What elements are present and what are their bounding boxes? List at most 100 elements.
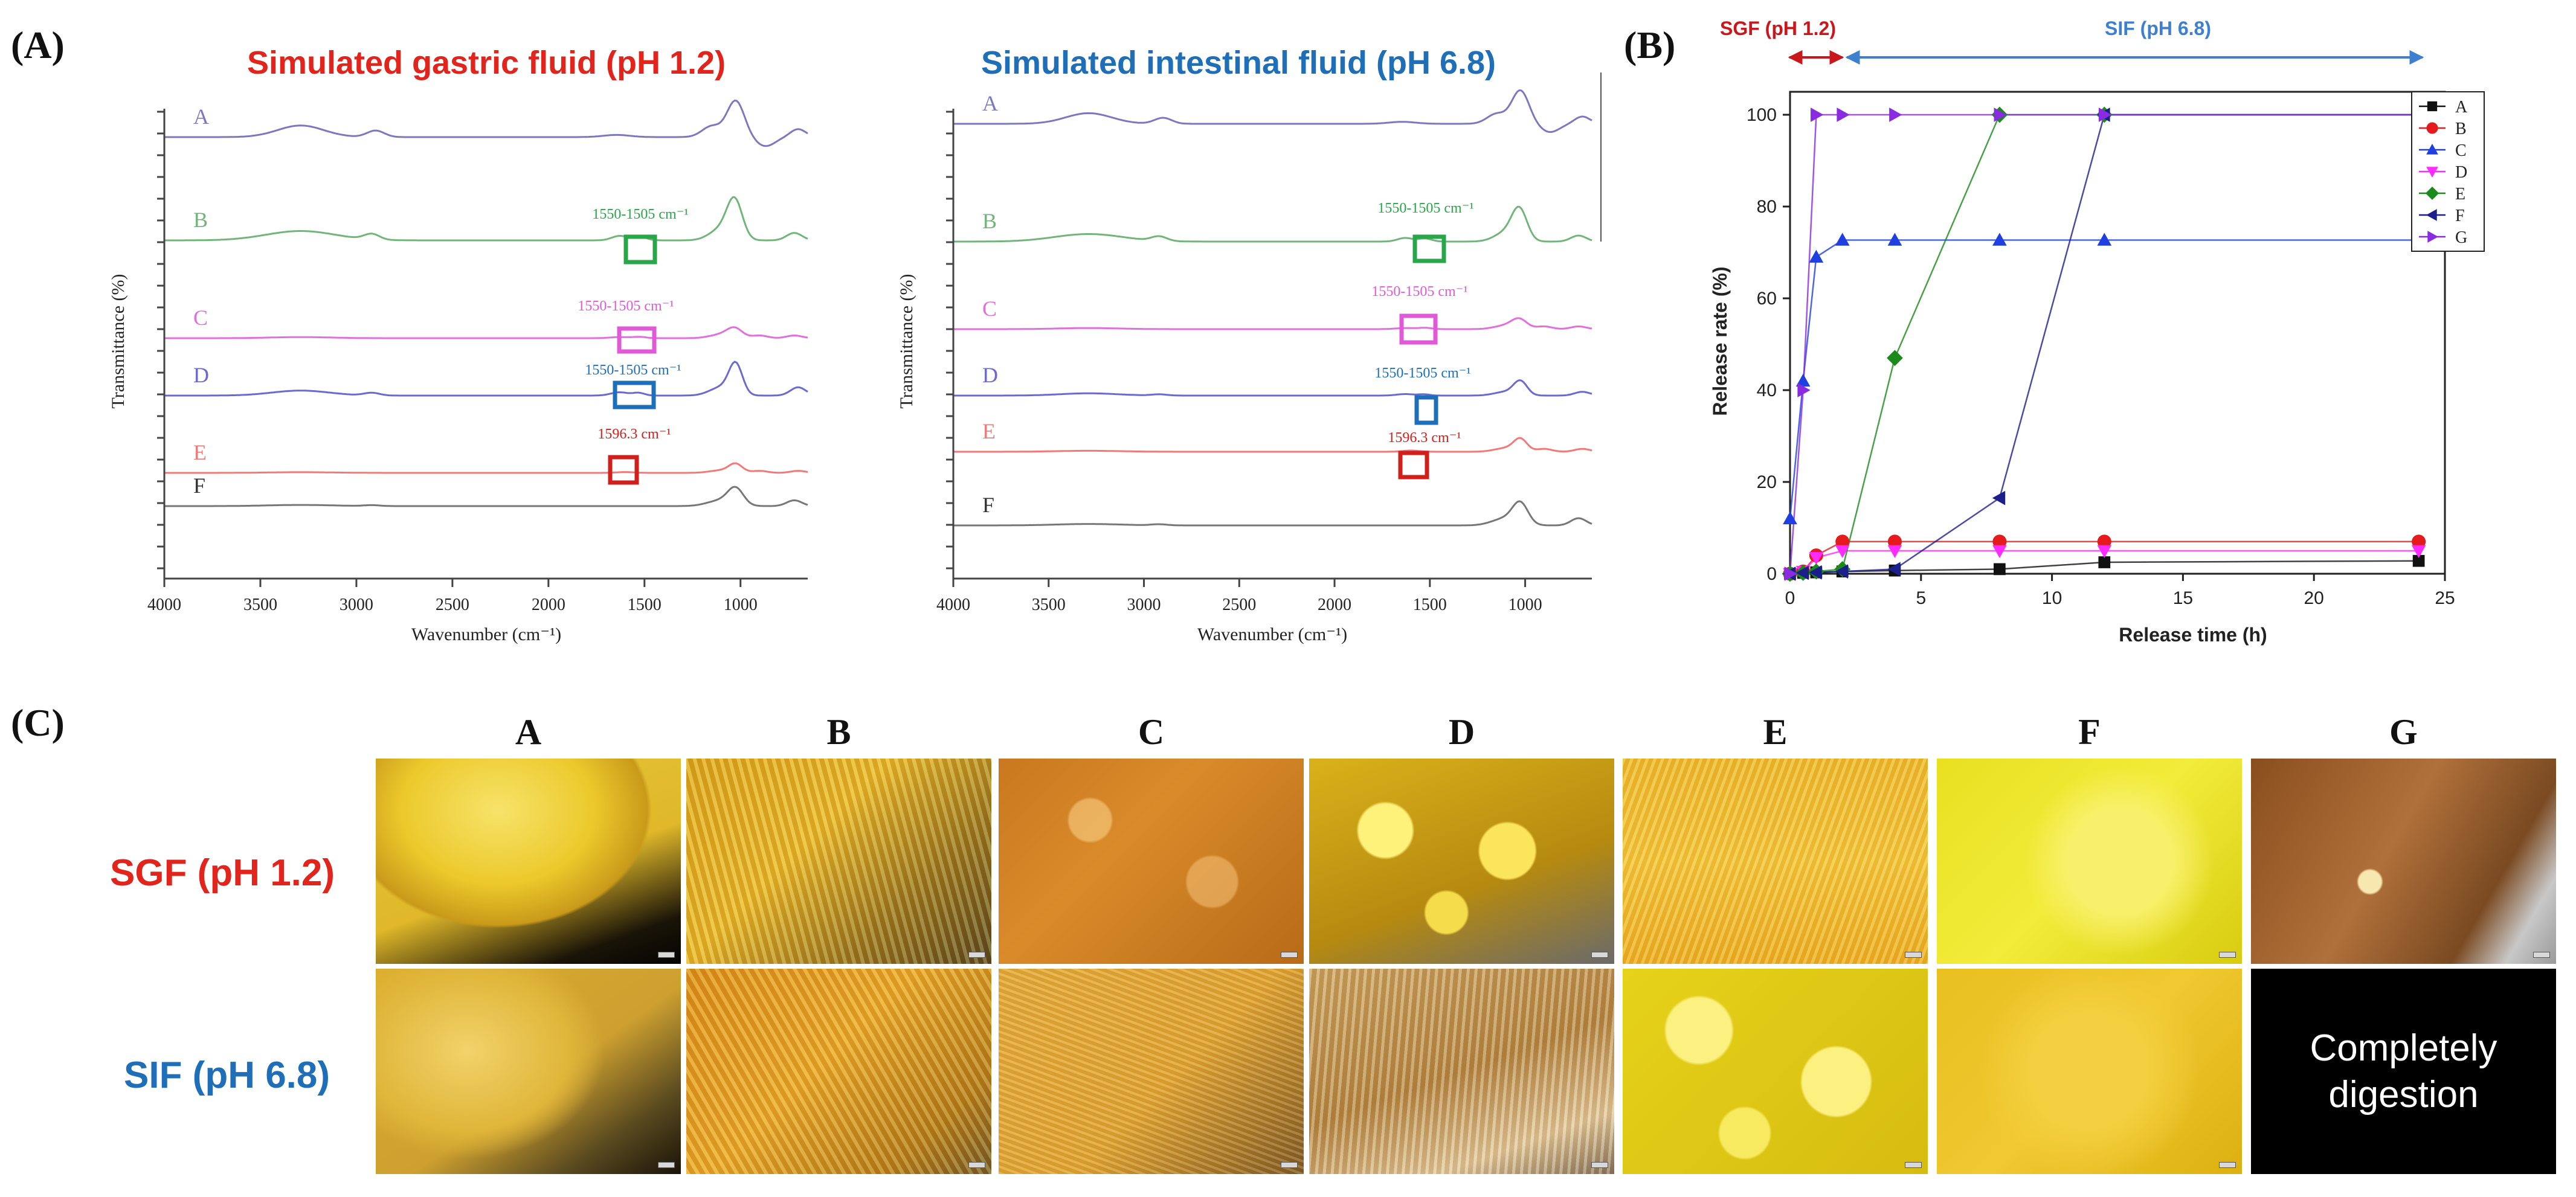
x-tick-label: 15 [2173, 588, 2193, 608]
plot-frame [1789, 91, 2446, 575]
ftir-trace-b [164, 196, 808, 242]
row-label-sif: SIF (pH 6.8) [124, 1054, 330, 1096]
x-tick-label: 4000 [147, 595, 181, 614]
series-label-b: B [193, 208, 208, 232]
data-point-a [2098, 556, 2111, 568]
release-x-label: Release time (h) [2119, 624, 2267, 646]
x-tick-label: 5 [1916, 588, 1926, 608]
legend-label-c: C [2455, 141, 2467, 160]
ftir-gastric-x-ticks: 4000 3500 3000 2500 2000 1500 1000 [147, 579, 758, 614]
annotation-label: 1550-1505 cm⁻¹ [1377, 201, 1473, 216]
ftir-trace-a [953, 89, 1592, 133]
data-point-e [1887, 350, 1903, 367]
data-point-f [1809, 565, 1822, 580]
series-label-d: D [982, 363, 998, 387]
x-tick-label: 3000 [340, 595, 373, 614]
series-label-b: B [982, 209, 997, 233]
micrograph-sif-f [1937, 969, 2242, 1174]
annotation-label: 1596.3 cm⁻¹ [1388, 430, 1461, 446]
series-label-a: A [193, 104, 209, 129]
col-header-e: E [1763, 712, 1788, 752]
micrograph-sgf-e [1623, 759, 1928, 964]
x-tick-label: 1500 [1413, 595, 1447, 614]
annotation-label: 1550-1505 cm⁻¹ [578, 298, 674, 314]
ftir-trace-f [953, 500, 1592, 527]
micrograph-sgf-g [2251, 759, 2556, 964]
series-label-d: D [193, 363, 209, 387]
legend-marker-c [2426, 143, 2438, 155]
legend-label-b: B [2455, 120, 2467, 138]
legend-marker-g [2427, 231, 2439, 243]
annotation-label: 1550-1505 cm⁻¹ [585, 362, 681, 378]
series-label-e: E [193, 440, 207, 464]
ftir-intestinal-y-label: Transmittance (%) [897, 274, 916, 408]
y-tick-label: 60 [1757, 289, 1777, 309]
micrograph-sif-a [376, 969, 681, 1174]
panel-label-c: (C) [11, 701, 65, 744]
data-point-g [1889, 108, 1902, 122]
data-point-c [1887, 233, 1902, 246]
completely-digestion-tile: Completely digestion [2251, 969, 2556, 1174]
release-y-label: Release rate (%) [1709, 266, 1731, 416]
data-point-d [2411, 545, 2426, 559]
x-tick-label: 3000 [1127, 595, 1161, 614]
ftir-trace-b [953, 205, 1592, 243]
y-tick-label: 100 [1747, 105, 1777, 125]
row-label-sgf: SGF (pH 1.2) [110, 852, 335, 894]
data-point-c [1992, 233, 2007, 246]
ftir-trace-e [164, 462, 808, 474]
data-point-f [1992, 490, 2006, 505]
ftir-gastric-title: Simulated gastric fluid (pH 1.2) [247, 45, 726, 81]
x-tick-label: 0 [1785, 588, 1795, 608]
y-tick-label: 80 [1757, 197, 1777, 217]
legend-marker-f [2426, 209, 2437, 221]
legend-label-f: F [2455, 207, 2465, 225]
annotation-box [1399, 313, 1438, 345]
x-tick-label: 3500 [243, 595, 277, 614]
annotation-label: 1550-1505 cm⁻¹ [1374, 365, 1470, 381]
series-label-f: F [193, 473, 205, 498]
ftir-trace-a [164, 99, 808, 147]
x-tick-label: 10 [2042, 588, 2062, 608]
ftir-intestinal-series-labels: A B C D E F [982, 91, 998, 517]
annotation-box [613, 380, 656, 409]
scale-bar [968, 1162, 985, 1168]
legend-label-d: D [2455, 163, 2467, 182]
ftir-intestinal-panel: Simulated intestinal fluid (pH 6.8) 4000… [897, 45, 1602, 644]
col-header-f: F [2078, 712, 2101, 752]
x-tick-label: 2500 [1222, 595, 1256, 614]
micrograph-sif-e [1623, 969, 1928, 1174]
legend-marker-d [2426, 167, 2438, 178]
col-header-a: A [515, 712, 542, 752]
micrograph-sif-c [999, 969, 1304, 1174]
data-point-c [1783, 511, 1797, 525]
data-point-c [2097, 233, 2112, 246]
data-point-g [2099, 108, 2112, 122]
scale-bar [1591, 1162, 1608, 1168]
x-tick-label: 2000 [1318, 595, 1351, 614]
scale-bar [658, 1162, 675, 1168]
scale-bar [2533, 952, 2550, 958]
ftir-trace-c [164, 326, 808, 339]
data-point-f [1835, 564, 1849, 579]
ftir-gastric-x-label: Wavenumber (cm⁻¹) [411, 624, 561, 644]
phase-sif-label: SIF (pH 6.8) [2105, 18, 2211, 39]
release-series-markers [1782, 106, 2427, 582]
annotation-box [1412, 234, 1446, 263]
annotation-box [1414, 395, 1438, 425]
col-header-b: B [826, 712, 851, 752]
ftir-gastric-y-ticks [157, 111, 164, 570]
micrograph-sif-d [1309, 969, 1614, 1174]
series-line-g [1789, 114, 2419, 574]
annotation-box [608, 455, 639, 485]
scale-bar [1905, 952, 1922, 958]
annotation-label: 1550-1505 cm⁻¹ [1371, 284, 1467, 300]
data-point-g [1811, 108, 1824, 122]
annotation-box [623, 234, 657, 265]
legend-label-a: A [2455, 98, 2468, 117]
x-tick-label: 2000 [532, 595, 565, 614]
ftir-gastric-annotations: 1550-1505 cm⁻¹ 1550-1505 cm⁻¹ 1550-1505 cm… [578, 207, 689, 485]
legend-marker-a [2427, 101, 2438, 112]
